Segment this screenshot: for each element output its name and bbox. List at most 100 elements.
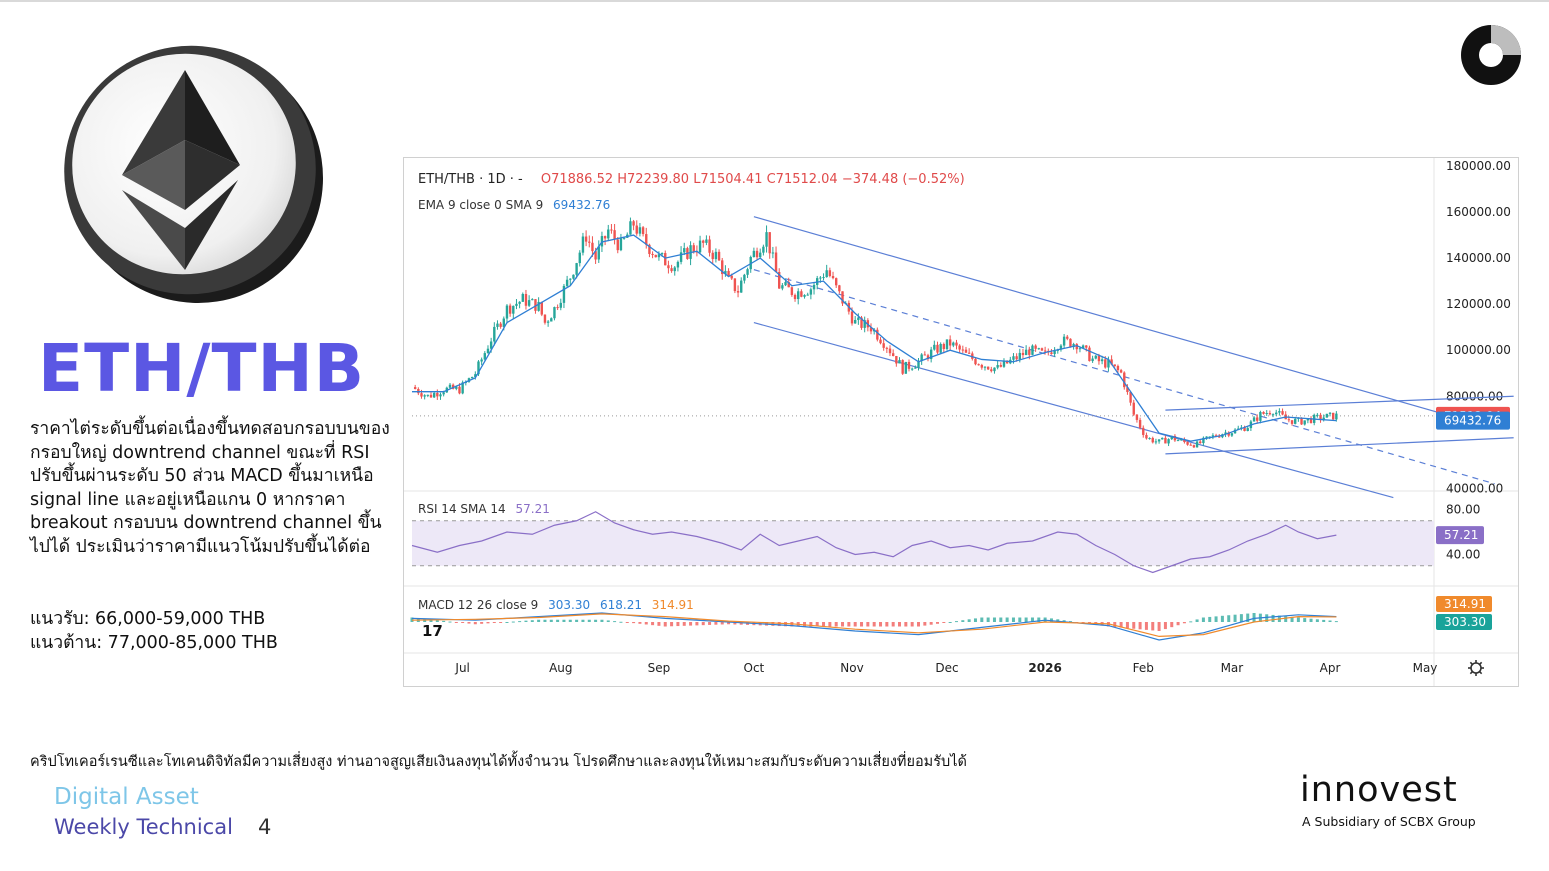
candle bbox=[781, 285, 784, 289]
macd-histogram-bar bbox=[1328, 620, 1332, 622]
macd-histogram-bar bbox=[910, 622, 914, 627]
candle bbox=[1062, 336, 1066, 346]
candle bbox=[1335, 413, 1338, 420]
candle bbox=[882, 343, 885, 348]
resistance-level: แนวต้าน: 77,000-85,000 THB bbox=[30, 633, 278, 653]
macd-histogram-bar bbox=[467, 622, 471, 624]
macd-histogram-bar bbox=[562, 619, 566, 622]
candle bbox=[876, 329, 879, 340]
candle bbox=[480, 359, 483, 362]
macd-histogram-bar bbox=[1201, 617, 1205, 622]
candle bbox=[819, 277, 822, 279]
candle bbox=[1262, 412, 1265, 414]
macd-histogram-bar bbox=[1037, 617, 1041, 622]
macd-histogram-bar bbox=[670, 622, 674, 627]
candle bbox=[556, 307, 559, 309]
candle bbox=[562, 285, 566, 303]
analysis-text: ราคาไต่ระดับขึ้นต่อเนื่องขึ้นทดสอบกรอบบน… bbox=[30, 419, 390, 557]
macd-histogram-bar bbox=[885, 622, 889, 627]
top-right-logo-icon bbox=[1461, 25, 1521, 85]
candle bbox=[1107, 359, 1110, 368]
candle bbox=[1205, 436, 1208, 438]
candle bbox=[619, 238, 623, 251]
candle bbox=[1050, 352, 1053, 354]
candle bbox=[1097, 355, 1101, 362]
candle bbox=[948, 339, 952, 346]
macd-histogram-bar bbox=[1113, 622, 1117, 628]
macd-histogram-bar bbox=[638, 622, 642, 624]
candle bbox=[809, 289, 813, 295]
candle bbox=[1028, 349, 1031, 355]
candle bbox=[667, 265, 670, 269]
price-tick-label: 120000.00 bbox=[1446, 297, 1511, 311]
candle bbox=[1151, 438, 1154, 443]
candle bbox=[765, 232, 768, 247]
macd-histogram-bar bbox=[1138, 622, 1142, 630]
candle bbox=[537, 301, 540, 311]
candle bbox=[1230, 433, 1234, 436]
candle bbox=[1154, 441, 1158, 443]
candle bbox=[654, 254, 657, 258]
candle bbox=[711, 252, 714, 260]
candle bbox=[784, 281, 787, 286]
candle bbox=[1015, 356, 1018, 360]
price-tick-label: 100000.00 bbox=[1446, 343, 1511, 357]
candle bbox=[641, 227, 645, 235]
candle bbox=[787, 281, 790, 288]
candle bbox=[1331, 412, 1335, 420]
tradingview-logo-icon: 17 bbox=[422, 622, 443, 640]
macd-histogram-bar bbox=[1214, 616, 1218, 622]
candle bbox=[578, 252, 581, 264]
candle bbox=[1186, 442, 1189, 445]
macd-histogram-bar bbox=[739, 622, 743, 625]
macd-value-2: 618.21 bbox=[599, 598, 642, 612]
brand-subtitle: A Subsidiary of SCBX Group bbox=[1302, 814, 1476, 829]
macd-histogram-bar bbox=[860, 622, 864, 627]
candle bbox=[730, 275, 733, 279]
candle bbox=[448, 384, 452, 388]
candle bbox=[993, 367, 996, 372]
candle bbox=[1138, 419, 1142, 428]
macd-histogram-bar bbox=[1227, 615, 1231, 622]
candle bbox=[1059, 345, 1063, 350]
macd-histogram-bar bbox=[575, 619, 579, 622]
macd-histogram-bar bbox=[904, 622, 908, 627]
macd-histogram-bar bbox=[537, 619, 541, 622]
channel-line-outer-lower bbox=[753, 322, 1394, 499]
candle bbox=[1104, 359, 1107, 368]
candle bbox=[834, 278, 838, 286]
macd-histogram-bar bbox=[543, 619, 547, 622]
macd-histogram-bar bbox=[1068, 621, 1072, 623]
candle bbox=[898, 360, 901, 364]
price-chart[interactable]: 180000.00 160000.00 140000.00 120000.00 1000… bbox=[403, 157, 1519, 687]
candle bbox=[1085, 345, 1088, 348]
macd-signal-label-bg bbox=[1436, 596, 1492, 612]
candle bbox=[1183, 439, 1186, 443]
chart-pair-label: ETH/THB · 1D · - bbox=[418, 172, 523, 187]
macd-histogram-bar bbox=[581, 619, 585, 622]
candle bbox=[657, 254, 661, 258]
macd-histogram-bar bbox=[606, 620, 610, 622]
candle bbox=[901, 360, 904, 374]
candle bbox=[645, 234, 648, 245]
candle bbox=[521, 293, 524, 302]
macd-histogram-bar bbox=[866, 622, 870, 627]
candle bbox=[806, 294, 809, 296]
candle bbox=[1325, 413, 1329, 418]
candle bbox=[546, 321, 550, 323]
macd-histogram-bar bbox=[1011, 617, 1015, 622]
candle bbox=[828, 270, 832, 277]
macd-histogram-bar bbox=[929, 622, 933, 625]
macd-histogram-bar bbox=[891, 622, 895, 627]
settings-gear-icon[interactable] bbox=[1468, 660, 1484, 676]
candle bbox=[888, 348, 892, 354]
candle bbox=[797, 291, 800, 300]
candle bbox=[1224, 432, 1227, 435]
candle bbox=[572, 274, 575, 279]
macd-histogram-bar bbox=[923, 622, 927, 626]
candle bbox=[1316, 414, 1319, 416]
candle bbox=[727, 270, 730, 276]
candle bbox=[458, 386, 461, 394]
macd-histogram-bar bbox=[1233, 614, 1237, 622]
macd-histogram-bar bbox=[847, 622, 851, 627]
